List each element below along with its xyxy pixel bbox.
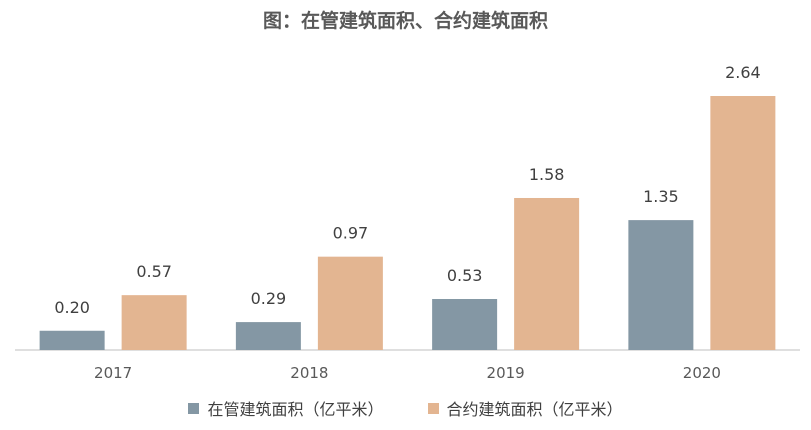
bar-contracted-2020	[710, 96, 776, 350]
bar-managed-2017	[39, 330, 105, 350]
data-label-contracted-2019: 1.58	[529, 165, 565, 184]
chart-title: 图：在管建筑面积、合约建筑面积	[262, 10, 548, 32]
data-label-contracted-2017: 0.57	[136, 262, 172, 281]
x-tick-label-2017: 2017	[94, 364, 132, 382]
x-tick-label-2020: 2020	[683, 364, 721, 382]
data-label-managed-2018: 0.29	[251, 289, 287, 308]
data-label-contracted-2018: 0.97	[333, 224, 369, 243]
x-tick-label-2019: 2019	[487, 364, 525, 382]
legend-item-managed-area: 在管建筑面积（亿平米）	[188, 396, 384, 420]
legend-label-contracted-area: 合约建筑面积（亿平米）	[446, 400, 623, 419]
bar-contracted-2019	[514, 197, 580, 350]
data-label-contracted-2020: 2.64	[725, 63, 761, 82]
bar-managed-2019	[432, 299, 498, 350]
x-tick-label-2018: 2018	[290, 364, 328, 382]
legend-item-contracted-area: 合约建筑面积（亿平米）	[427, 396, 623, 420]
legend-label-managed-area: 在管建筑面积（亿平米）	[207, 400, 384, 419]
legend-swatch-contracted-area	[427, 402, 439, 414]
bar-managed-2020	[628, 220, 694, 350]
legend: 在管建筑面积（亿平米） 合约建筑面积（亿平米）	[0, 396, 811, 420]
bar-contracted-2018	[317, 256, 383, 350]
data-label-managed-2019: 0.53	[447, 266, 483, 285]
data-label-managed-2017: 0.20	[54, 298, 90, 317]
legend-swatch-managed-area	[188, 402, 200, 414]
data-label-managed-2020: 1.35	[643, 187, 679, 206]
bar-managed-2018	[235, 322, 301, 350]
bar-contracted-2017	[121, 295, 187, 350]
